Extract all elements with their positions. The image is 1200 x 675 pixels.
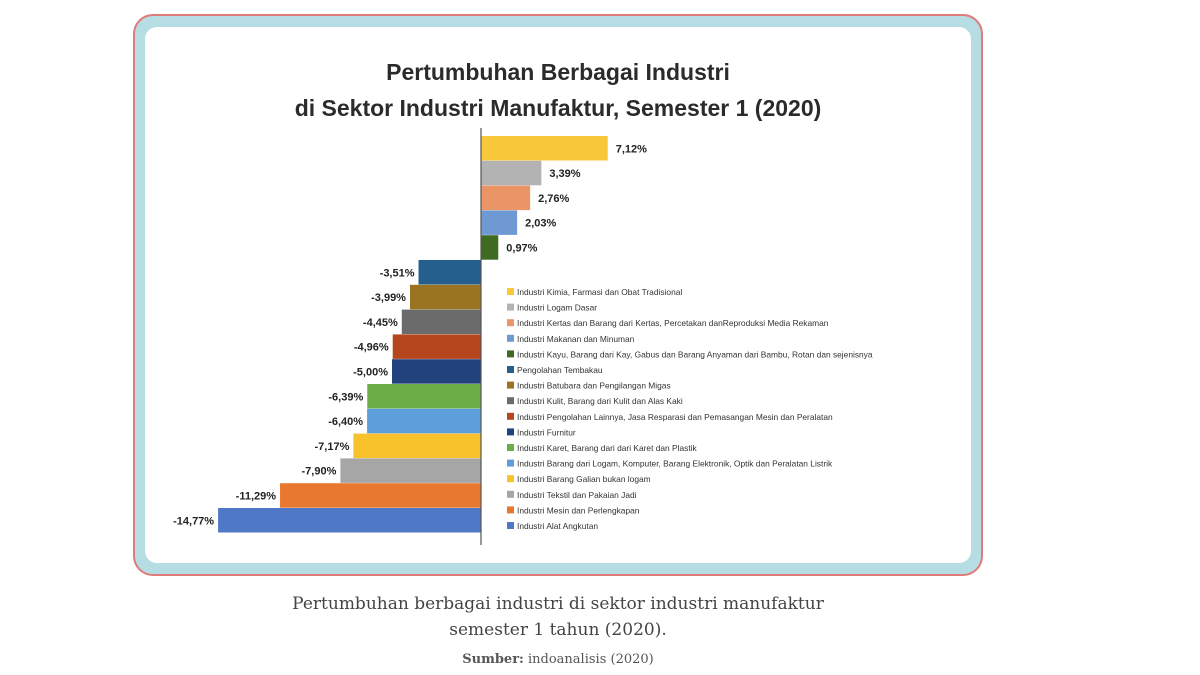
legend-label-2: Industri Logam Dasar: [517, 303, 597, 313]
bar-6: [418, 260, 481, 285]
legend-swatch-10: [507, 428, 514, 436]
legend-swatch-6: [507, 366, 514, 373]
bar-5: [481, 235, 499, 260]
bar-13: [353, 433, 481, 459]
bar-label-13: -7,17%: [315, 441, 350, 453]
bar-3: [481, 185, 531, 211]
legend-swatch-7: [507, 381, 514, 389]
legend-label-5: Industri Kayu, Barang dari Kay, Gabus da…: [517, 349, 873, 359]
bar-label-3: 2,76%: [538, 193, 569, 205]
legend-label-16: Industri Alat Angkutan: [517, 521, 598, 531]
legend-swatch-11: [507, 444, 514, 451]
legend-label-4: Industri Makanan dan Minuman: [517, 334, 635, 344]
figure-caption-line-2: semester 1 tahun (2020).: [449, 620, 667, 640]
bar-4: [481, 210, 518, 235]
bar-label-5: 0,97%: [506, 242, 537, 254]
legend-label-1: Industri Kimia, Farmasi dan Obat Tradisi…: [517, 287, 682, 297]
bar-label-6: -3,51%: [380, 267, 415, 279]
legend-swatch-9: [507, 412, 514, 420]
bar-2: [481, 160, 542, 186]
legend-label-10: Industri Furnitur: [517, 427, 576, 437]
bar-9: [392, 334, 481, 359]
bar-label-1: 7,12%: [616, 143, 647, 155]
legend-swatch-16: [507, 522, 514, 529]
bar-label-10: -5,00%: [353, 366, 388, 378]
legend-label-7: Industri Batubara dan Pengilangan Migas: [517, 381, 671, 391]
bar-label-12: -6,40%: [328, 416, 363, 428]
bar-8: [401, 309, 481, 335]
bar-7: [409, 284, 481, 310]
legend-label-12: Industri Barang dari Logam, Komputer, Ba…: [517, 459, 833, 469]
figure-caption-line-1: Pertumbuhan berbagai industri di sektor …: [292, 594, 824, 614]
source-value: indoanalisis (2020): [523, 652, 654, 667]
chart-title-line-1: Pertumbuhan Berbagai Industri: [386, 59, 730, 85]
bar-12: [367, 408, 481, 434]
legend-label-3: Industri Kertas dan Barang dari Kertas, …: [517, 318, 829, 328]
chart-title-line-2: di Sektor Industri Manufaktur, Semester …: [294, 95, 822, 121]
legend-swatch-2: [507, 303, 514, 311]
legend-swatch-4: [507, 334, 514, 342]
bar-14: [340, 458, 481, 483]
legend-swatch-8: [507, 397, 514, 405]
legend-label-11: Industri Karet, Barang dari dari Karet d…: [517, 443, 698, 453]
bar-label-8: -4,45%: [363, 317, 398, 329]
legend-swatch-5: [507, 350, 514, 358]
legend-swatch-13: [507, 475, 514, 483]
bar-label-9: -4,96%: [354, 342, 389, 354]
legend-swatch-14: [507, 490, 514, 498]
legend-label-14: Industri Tekstil dan Pakaian Jadi: [517, 490, 637, 500]
source-label: Sumber:: [462, 652, 524, 667]
bar-1: [481, 136, 608, 161]
bar-label-2: 3,39%: [549, 168, 580, 180]
bar-label-16: -14,77%: [173, 515, 214, 527]
bar-label-11: -6,39%: [328, 391, 363, 403]
legend-label-9: Industri Pengolahan Lainnya, Jasa Respar…: [517, 412, 833, 422]
legend-swatch-1: [507, 288, 514, 295]
bar-label-14: -7,90%: [302, 466, 337, 478]
legend-swatch-15: [507, 506, 514, 514]
legend-swatch-12: [507, 459, 514, 467]
bar-15: [280, 483, 481, 508]
bar-label-7: -3,99%: [371, 292, 406, 304]
bar-10: [392, 359, 481, 384]
legend-label-8: Industri Kulit, Barang dari Kulit dan Al…: [517, 396, 683, 406]
bar-label-4: 2,03%: [525, 218, 556, 230]
chart-frame: Pertumbuhan Berbagai Industri di Sektor …: [133, 14, 983, 576]
legend-label-6: Pengolahan Tembakau: [517, 365, 603, 375]
bar-16: [218, 508, 481, 533]
source-line: Sumber: indoanalisis (2020): [133, 652, 983, 667]
chart-panel: Pertumbuhan Berbagai Industri di Sektor …: [145, 27, 971, 563]
legend-label-15: Industri Mesin dan Perlengkapan: [517, 505, 640, 515]
bar-11: [367, 384, 481, 409]
legend-label-13: Industri Barang Galian bukan logam: [517, 474, 651, 484]
bar-label-15: -11,29%: [236, 490, 277, 502]
legend-swatch-3: [507, 319, 514, 327]
